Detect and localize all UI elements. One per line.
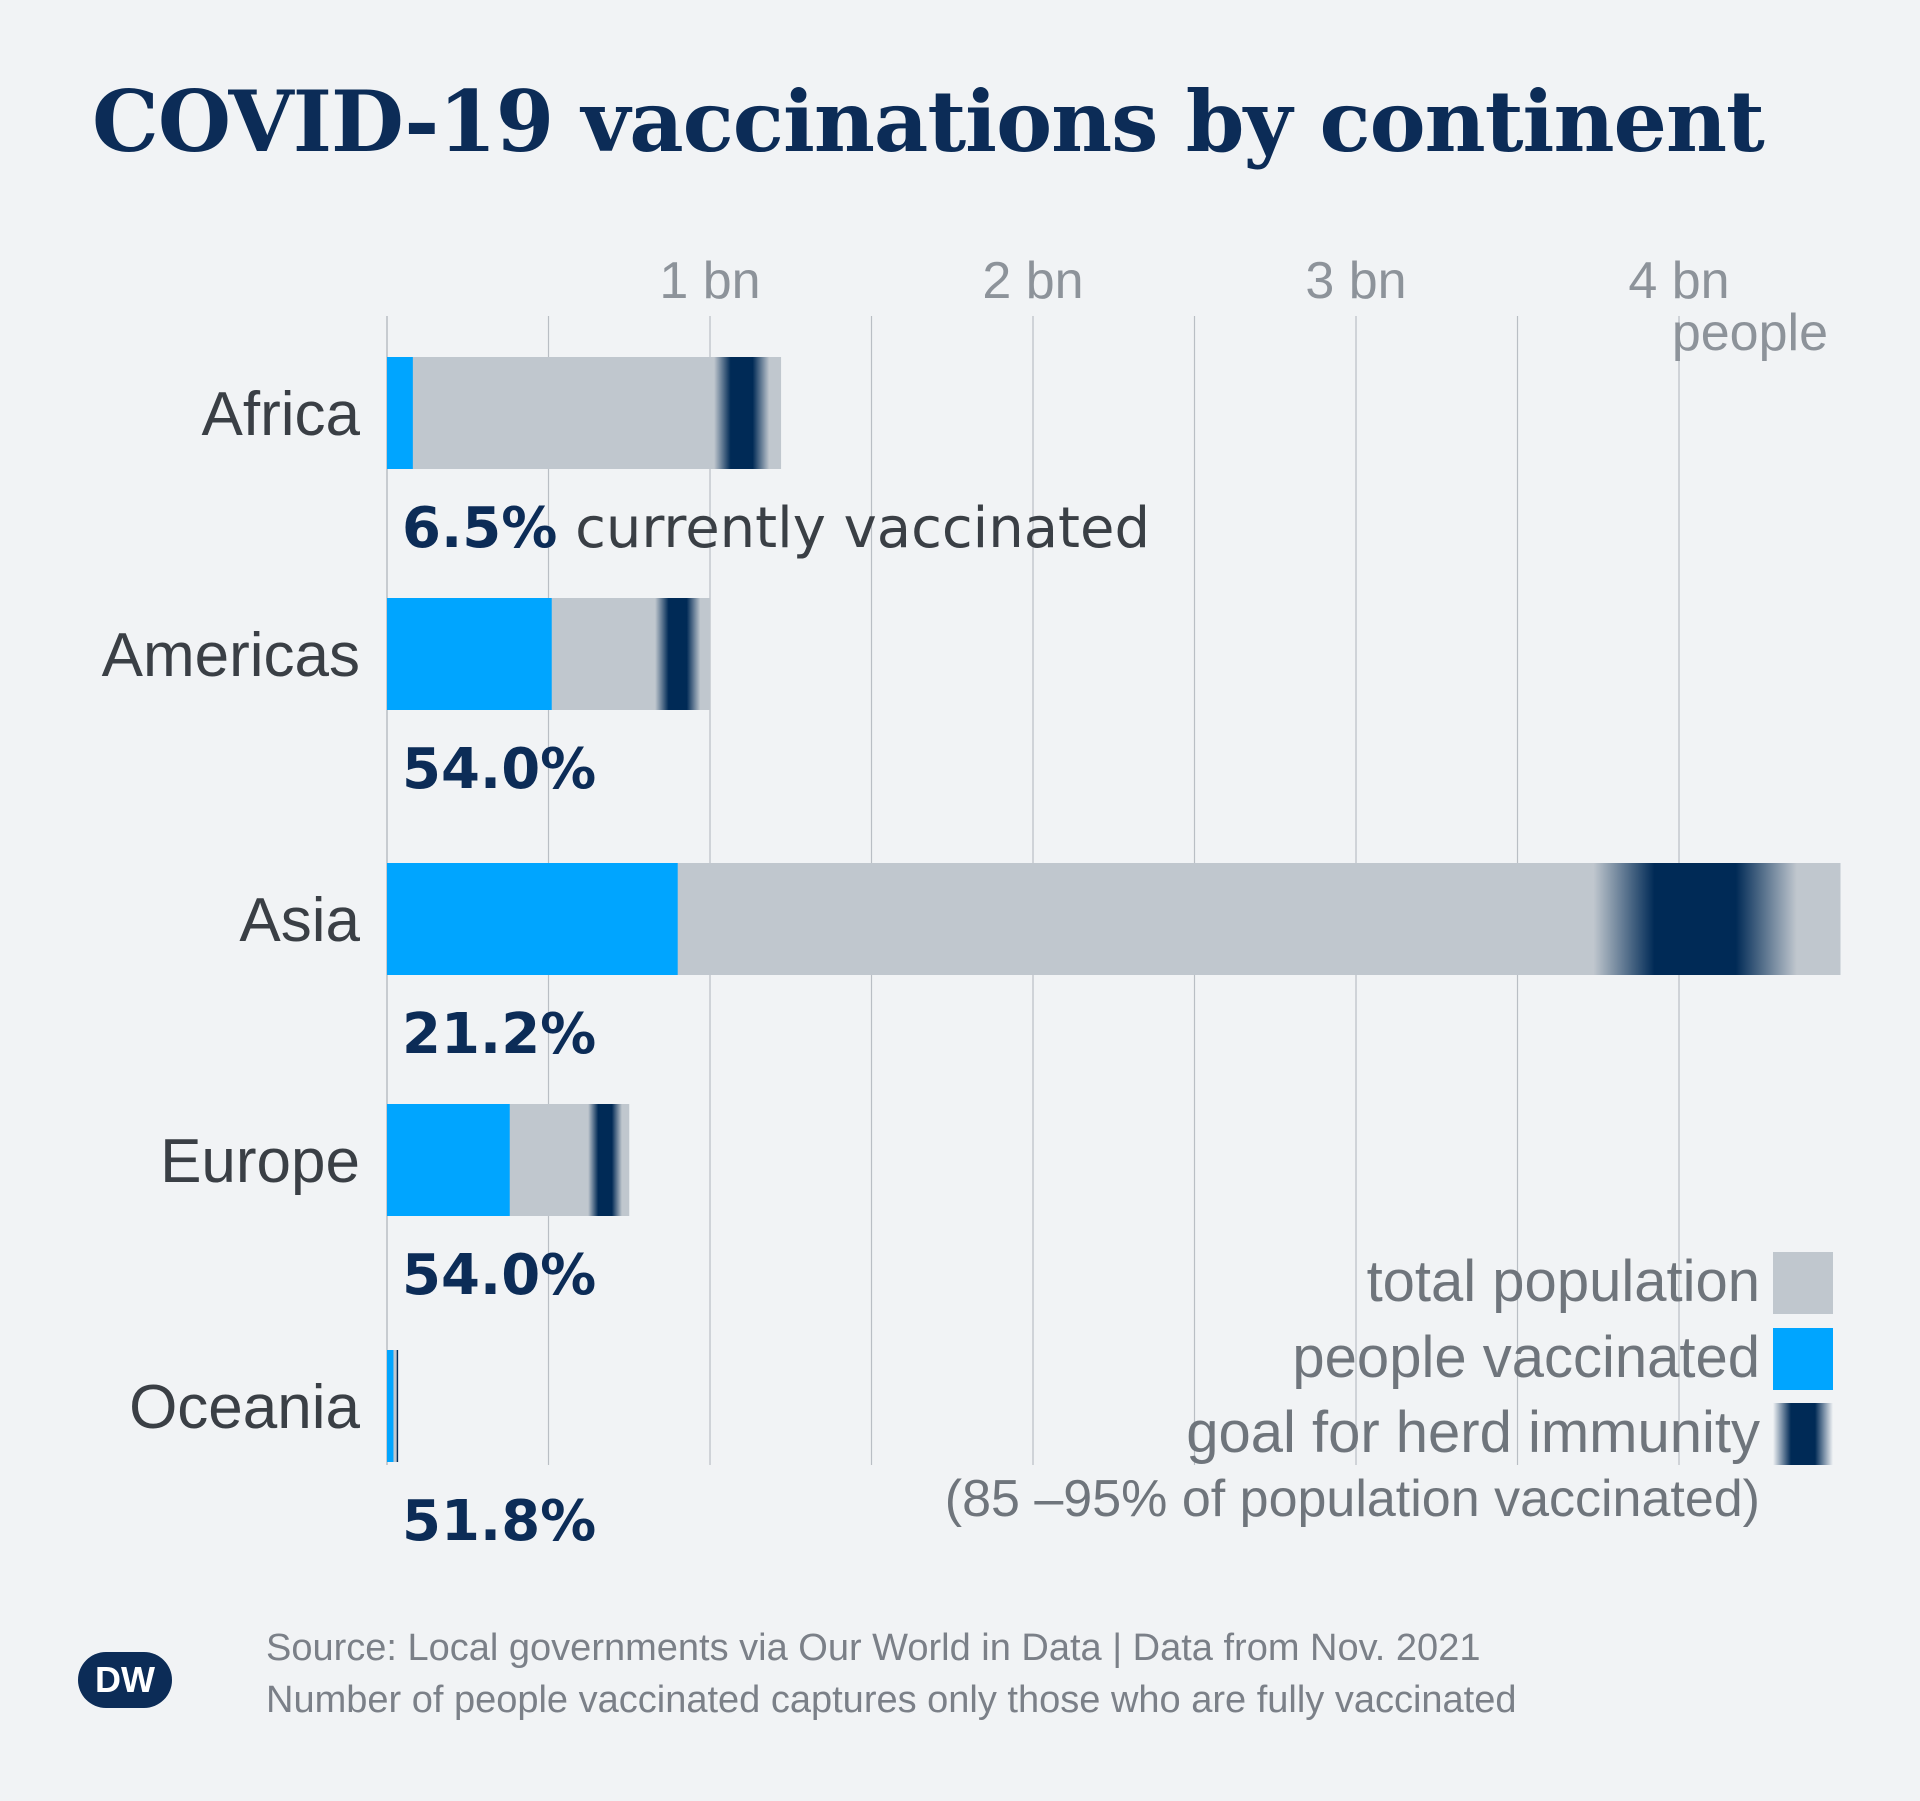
bar-herd-goal	[396, 1350, 399, 1462]
legend-label: total population	[1367, 1249, 1760, 1314]
bar-people-vaccinated	[387, 598, 552, 710]
source-line-1: Source: Local governments via Our World …	[266, 1627, 1481, 1669]
x-tick-label: 2 bn	[982, 252, 1083, 310]
dw-logo: DW	[76, 1650, 174, 1710]
chart-title: COVID-19 vaccinations by continent	[92, 72, 1765, 171]
category-label: Americas	[102, 621, 360, 690]
x-tick-label: 4 bn	[1628, 252, 1729, 310]
category-label: Oceania	[129, 1373, 360, 1442]
legend-label: goal for herd immunity	[1186, 1400, 1760, 1465]
percent-label: 21.2%	[402, 1002, 596, 1067]
percent-label: 6.5% currently vaccinated	[402, 496, 1150, 561]
legend-label: people vaccinated	[1292, 1325, 1760, 1390]
bar-herd-goal	[588, 1104, 622, 1216]
legend-swatch-herd-goal	[1773, 1403, 1833, 1465]
bar-people-vaccinated	[387, 357, 413, 469]
bar-herd-goal	[655, 598, 701, 710]
legend-swatch-people-vaccinated	[1773, 1328, 1833, 1390]
bar-people-vaccinated	[387, 1104, 510, 1216]
category-label: Asia	[239, 886, 360, 955]
category-label: Africa	[202, 380, 361, 449]
category-label: Europe	[160, 1127, 360, 1196]
source-note: Source: Local governments via Our World …	[266, 1622, 1517, 1726]
source-line-2: Number of people vaccinated captures onl…	[266, 1679, 1517, 1721]
bar-people-vaccinated	[387, 1350, 394, 1462]
svg-text:DW: DW	[95, 1659, 155, 1700]
labels: Africa 6.5% currently vaccinated Americas 5…	[102, 380, 1150, 1554]
percent-label: 54.0%	[402, 1243, 596, 1308]
x-tick-label: 3 bn	[1305, 252, 1406, 310]
bar-herd-goal	[714, 357, 770, 469]
bars	[387, 357, 1841, 1462]
bar-people-vaccinated	[387, 863, 678, 975]
percent-label: 51.8%	[402, 1489, 596, 1554]
legend-note: (85 –95% of population vaccinated)	[945, 1470, 1760, 1528]
legend-swatch-total-population	[1773, 1252, 1833, 1314]
x-unit-label: people	[1672, 304, 1828, 362]
percent-label: 54.0%	[402, 737, 596, 802]
x-tick-label: 1 bn	[659, 252, 760, 310]
bar-herd-goal	[1593, 863, 1797, 975]
annotation-suffix: currently vaccinated	[557, 496, 1150, 561]
legend: total population people vaccinated goal fo…	[945, 1249, 1833, 1528]
